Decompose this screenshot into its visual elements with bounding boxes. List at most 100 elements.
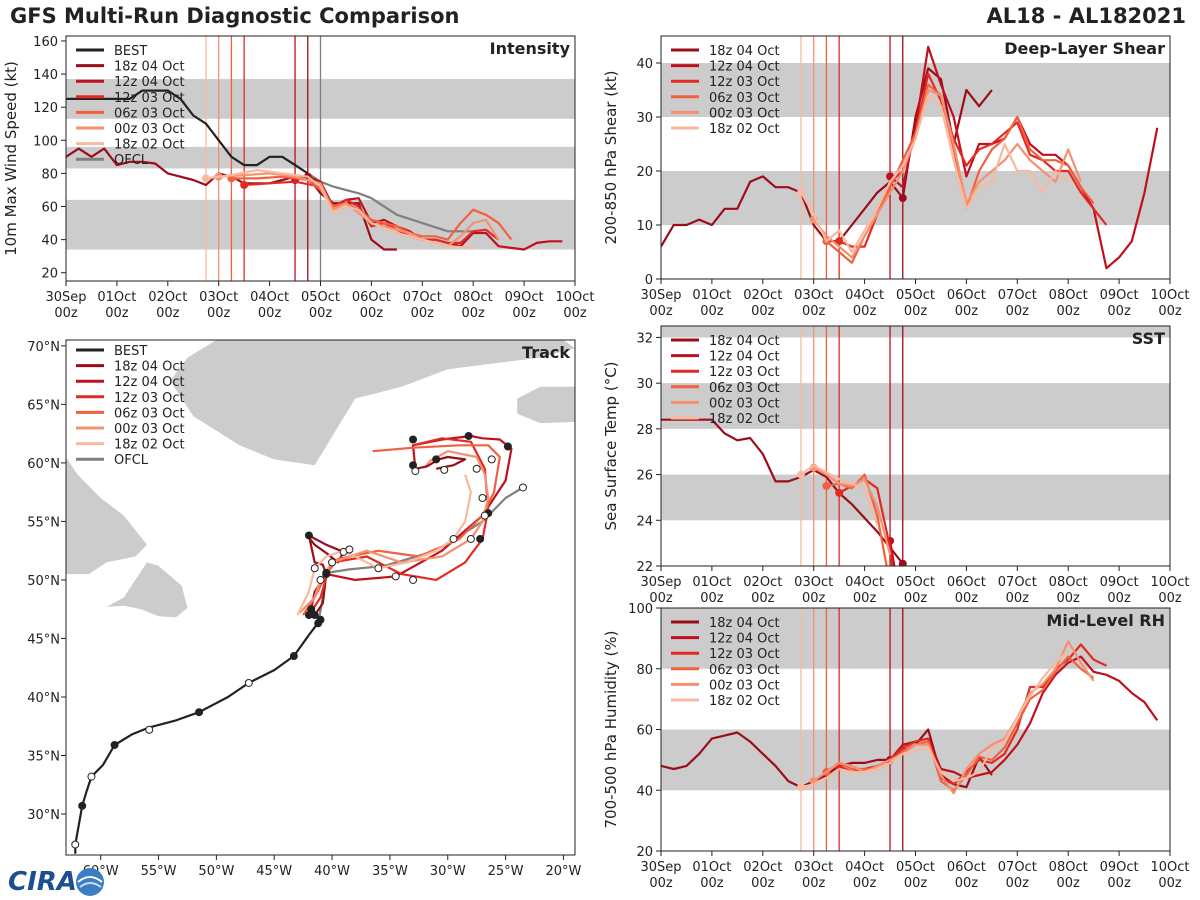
legend-label-18z-04-oct: 18z 04 Oct [114, 60, 185, 75]
legend-label-18z-04-oct: 18z 04 Oct [709, 616, 780, 631]
shear-chart: 01020304030Sep00z01Oct00z02Oct00z03Oct00… [602, 35, 1190, 319]
rh-xtick-label: 04Oct [845, 860, 884, 875]
legend-label-00z-03-oct: 00z 03 Oct [709, 396, 780, 411]
sst-xtick-label: 05Oct [896, 575, 935, 590]
shear-xtick-label: 03Oct [794, 288, 833, 303]
shear-marker-18z-04-oct [898, 194, 907, 202]
track-position-12z-04-oct [464, 431, 473, 440]
shear-series-12z-03-oct [838, 72, 1108, 248]
intensity-ytick-label: 120 [33, 101, 58, 116]
intensity-xtick-sublabel: 00z [258, 306, 282, 321]
track-xtick-label: 45°W [256, 864, 292, 879]
track-position-best [289, 652, 298, 661]
rh-ytick-label: 60 [636, 724, 653, 739]
shear-xtick-label: 08Oct [1049, 288, 1088, 303]
sst-ylabel: Sea Surface Temp (°C) [602, 361, 620, 530]
intensity-plot-area [66, 36, 575, 281]
intensity-ytick-label: 40 [41, 234, 58, 249]
rh-plot-area [661, 608, 1170, 851]
sst-xtick-sublabel: 00z [1006, 591, 1030, 606]
intensity-xtick-label: 04Oct [250, 290, 289, 305]
shear-xtick-label: 09Oct [1100, 288, 1139, 303]
legend-label-18z-02-oct: 18z 02 Oct [709, 412, 780, 427]
rh-xtick-label: 07Oct [998, 860, 1037, 875]
rh-xtick-sublabel: 00z [1107, 876, 1131, 891]
legend-label-06z-03-oct: 06z 03 Oct [709, 663, 780, 678]
rh-xtick-sublabel: 00z [751, 876, 775, 891]
track-position-12z-03-oct [476, 534, 485, 543]
intensity-marker-12z-03-oct [240, 180, 249, 189]
track-position-18z-04-oct-extra [411, 467, 420, 476]
track-position-best [110, 740, 119, 749]
legend-label-18z-02-oct: 18z 02 Oct [114, 438, 185, 453]
track-position-best [145, 725, 154, 734]
sst-xtick-label: 03Oct [794, 575, 833, 590]
intensity-ytick-label: 100 [33, 134, 58, 149]
shear-xtick-sublabel: 00z [1057, 304, 1081, 319]
legend-label-18z-04-oct: 18z 04 Oct [709, 44, 780, 59]
shear-ytick-label: 30 [636, 111, 653, 126]
rh-ytick-label: 80 [636, 663, 653, 678]
legend-label-best: BEST [114, 44, 147, 59]
intensity-ytick-label: 160 [33, 35, 58, 50]
track-position-ofcl [314, 619, 323, 628]
track-ytick-label: 35°N [27, 750, 60, 765]
shear-xtick-sublabel: 00z [649, 304, 673, 319]
legend-label-18z-04-oct: 18z 04 Oct [709, 334, 780, 349]
sst-ytick-label: 30 [636, 377, 653, 392]
rh-chart: 2040608010030Sep00z01Oct00z02Oct00z03Oct… [602, 602, 1190, 891]
track-position-18z-04-oct [322, 570, 331, 579]
shear-xtick-sublabel: 00z [1006, 304, 1030, 319]
legend-label-12z-03-oct: 12z 03 Oct [114, 391, 185, 406]
intensity-xtick-sublabel: 00z [309, 306, 333, 321]
track-position-best [195, 708, 204, 717]
track-position-best [87, 772, 96, 781]
sst-xtick-label: 02Oct [743, 575, 782, 590]
rh-ytick-label: 20 [636, 845, 653, 860]
track-position-ofcl [518, 483, 527, 492]
shear-marker-12z-03-oct [835, 237, 844, 246]
land-iceland [517, 386, 575, 424]
rh-band-0 [661, 729, 1170, 791]
intensity-xtick-sublabel: 00z [360, 306, 384, 321]
cira-logo: CIRA [6, 866, 106, 898]
sst-ytick-label: 24 [636, 514, 653, 529]
sst-ytick-label: 22 [636, 560, 653, 575]
intensity-ytick-label: 20 [41, 267, 58, 282]
shear-xtick-sublabel: 00z [955, 304, 979, 319]
sst-marker-06z-03-oct [822, 482, 831, 490]
track-position-18z-04-oct-extra [440, 465, 449, 474]
track-position-00z-03-oct [316, 575, 325, 584]
rh-ytick-label: 40 [636, 784, 653, 799]
shear-xtick-label: 05Oct [896, 288, 935, 303]
shear-xtick-label: 30Sep [640, 288, 681, 303]
sst-xtick-sublabel: 00z [1158, 591, 1182, 606]
sst-xtick-label: 08Oct [1049, 575, 1088, 590]
shear-xtick-sublabel: 00z [1107, 304, 1131, 319]
rh-xtick-sublabel: 00z [802, 876, 826, 891]
intensity-xtick-label: 01Oct [97, 290, 136, 305]
intensity-xtick-sublabel: 00z [54, 306, 78, 321]
sst-marker-12z-03-oct [835, 488, 844, 497]
intensity-xtick-sublabel: 00z [512, 306, 536, 321]
track-position-12z-04-oct [391, 572, 400, 581]
shear-series-00z-03-oct [812, 88, 1082, 259]
sst-title: SST [1132, 329, 1165, 348]
rh-band-1 [661, 608, 1170, 669]
rh-xtick-label: 02Oct [743, 860, 782, 875]
intensity-chart: 2040608010012014016030Sep00z01Oct00z02Oc… [2, 35, 595, 321]
cira-logo-text: CIRA [8, 867, 77, 897]
shear-xtick-label: 07Oct [998, 288, 1037, 303]
rh-xtick-sublabel: 00z [853, 876, 877, 891]
sst-xtick-label: 01Oct [692, 575, 731, 590]
sst-ytick-label: 32 [636, 331, 653, 346]
sst-series-18z-04-oct [661, 418, 904, 565]
storm-id: AL18 - AL182021 [986, 4, 1187, 28]
track-xtick-label: 30°W [430, 864, 466, 879]
track-position-18z-02-oct [310, 564, 319, 573]
sst-chart: 22242628303230Sep00z01Oct00z02Oct00z03Oc… [602, 325, 1190, 606]
shear-xtick-sublabel: 00z [853, 304, 877, 319]
intensity-xtick-sublabel: 00z [156, 306, 180, 321]
rh-xtick-sublabel: 00z [649, 876, 673, 891]
sst-plot-area [661, 326, 1170, 566]
